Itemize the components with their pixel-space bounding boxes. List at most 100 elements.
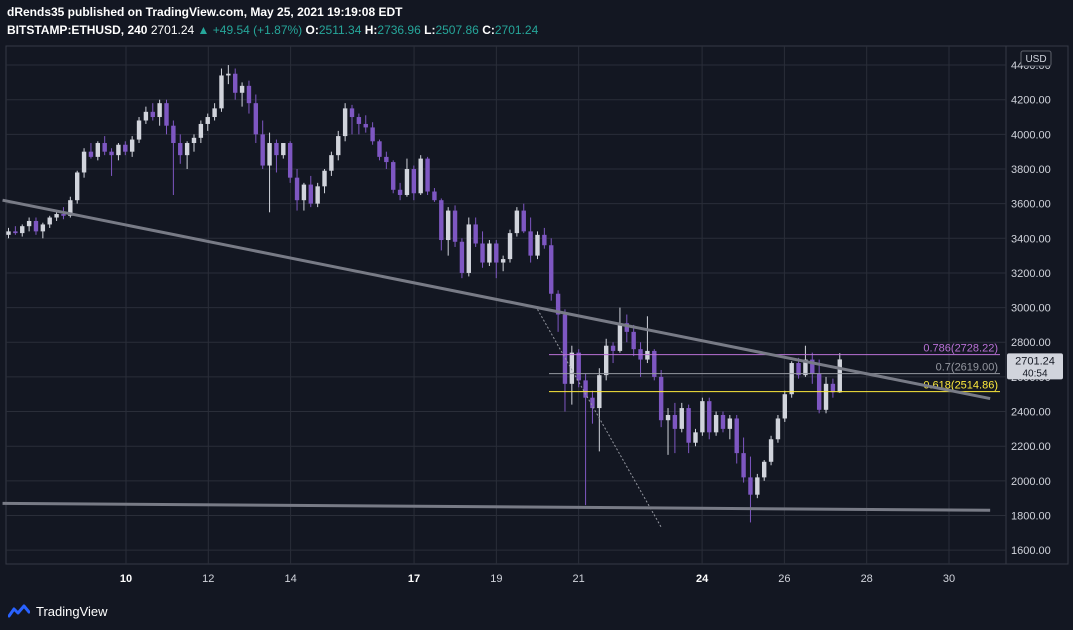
candle-body	[823, 383, 829, 410]
candle-body	[198, 123, 204, 138]
x-tick-label: 30	[943, 573, 955, 585]
x-tick-label: 21	[573, 573, 585, 585]
candle-body	[782, 394, 788, 419]
candle	[576, 349, 581, 388]
candle-body	[549, 245, 554, 294]
candle-body	[521, 210, 526, 232]
candle-body	[700, 401, 705, 433]
candle	[439, 198, 444, 251]
candle-body	[143, 111, 149, 121]
candle	[542, 227, 547, 249]
candle-body	[308, 184, 313, 204]
candle-body	[336, 136, 341, 156]
currency-label: USD	[1025, 54, 1046, 65]
candle-body	[54, 214, 59, 218]
candle	[707, 397, 712, 440]
candle-body	[33, 220, 39, 232]
candle	[700, 397, 705, 436]
candle	[116, 143, 121, 161]
candle-body	[404, 169, 410, 195]
candle	[652, 349, 657, 381]
current-price-value: 2701.24	[1015, 355, 1055, 367]
candle	[528, 217, 533, 263]
candle	[830, 378, 836, 398]
candle	[157, 99, 162, 126]
candle	[198, 120, 204, 144]
candle	[658, 369, 664, 428]
candle-body	[672, 415, 678, 429]
candle	[672, 402, 678, 454]
candle-body	[768, 439, 774, 462]
candle	[6, 227, 11, 239]
candle	[191, 134, 197, 152]
candle-body	[294, 177, 300, 201]
candle-body	[775, 418, 781, 440]
candle-body	[466, 224, 471, 273]
publisher-line: dRends35 published on TradingView.com, M…	[7, 5, 402, 19]
candle-body	[741, 453, 746, 478]
candle-body	[150, 111, 155, 118]
candle-body	[384, 156, 389, 163]
candle	[748, 456, 753, 523]
candle	[459, 238, 465, 279]
candle-body	[205, 117, 210, 124]
candle	[665, 408, 671, 455]
candle-body	[212, 108, 217, 118]
candle-body	[748, 477, 753, 495]
candle	[322, 169, 327, 194]
y-tick-label: 2200.00	[1011, 441, 1051, 453]
open-label: O:	[305, 23, 319, 37]
candle	[686, 404, 691, 454]
candle-body	[226, 73, 231, 76]
candle	[638, 342, 643, 377]
y-tick-label: 1800.00	[1011, 510, 1051, 522]
candle-body	[603, 345, 609, 376]
y-tick-label: 3800.00	[1011, 164, 1051, 176]
candle-body	[445, 210, 451, 241]
candle-body	[762, 461, 767, 478]
candle-body	[397, 189, 403, 195]
candle-body	[377, 141, 382, 157]
candle	[205, 113, 210, 131]
candle	[480, 231, 485, 268]
tradingview-logo[interactable]: TradingView	[8, 602, 108, 620]
candle-body	[432, 191, 437, 201]
candle	[583, 373, 588, 506]
candle-body	[473, 224, 478, 244]
candle-body	[68, 200, 73, 216]
candle	[535, 231, 540, 260]
candle	[184, 141, 190, 170]
candle	[212, 103, 217, 121]
candle	[171, 120, 176, 195]
y-tick-label: 3200.00	[1011, 268, 1051, 280]
candle-body	[658, 376, 664, 421]
candle	[617, 307, 623, 353]
y-tick-label: 2000.00	[1011, 476, 1051, 488]
x-tick-label: 26	[778, 573, 790, 585]
fib-level-label: 0.618(2514.86)	[923, 380, 998, 392]
candle-body	[452, 210, 458, 242]
candle-body	[102, 143, 107, 152]
candle	[645, 316, 650, 364]
candle-body	[720, 415, 726, 429]
candle	[129, 136, 135, 157]
candle-body	[81, 151, 87, 173]
candle-body	[645, 350, 650, 360]
candle	[837, 353, 842, 393]
bar-countdown: 40:54	[1022, 368, 1047, 379]
candle-body	[253, 103, 259, 135]
candle	[13, 226, 18, 235]
candle-body	[136, 120, 142, 140]
candle-body	[184, 143, 190, 156]
symbol-name: BITSTAMP:ETHUSD, 240	[7, 23, 148, 37]
candle	[246, 80, 252, 114]
candle	[274, 139, 279, 173]
candle-body	[363, 123, 368, 128]
x-tick-label: 24	[696, 573, 709, 585]
candle	[727, 415, 733, 440]
candle-body	[528, 231, 533, 256]
candle	[178, 134, 183, 164]
y-tick-label: 3400.00	[1011, 233, 1051, 245]
candle-body	[116, 144, 121, 156]
